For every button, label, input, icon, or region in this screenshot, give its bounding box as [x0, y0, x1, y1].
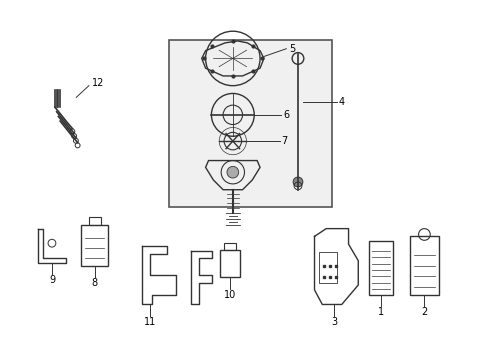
Circle shape — [292, 177, 302, 187]
Bar — [368, 241, 392, 295]
Text: 5: 5 — [288, 44, 295, 54]
FancyBboxPatch shape — [168, 40, 331, 207]
Text: 10: 10 — [224, 290, 236, 300]
Text: 7: 7 — [281, 136, 287, 146]
Text: 2: 2 — [421, 307, 427, 317]
Text: 12: 12 — [92, 78, 104, 88]
Text: 6: 6 — [283, 110, 289, 120]
Bar — [89, 217, 101, 225]
Bar — [319, 252, 336, 283]
Circle shape — [226, 166, 238, 178]
Bar — [224, 243, 235, 250]
Bar — [220, 250, 239, 277]
Text: 9: 9 — [49, 275, 55, 285]
Text: 3: 3 — [330, 317, 336, 327]
Text: 11: 11 — [144, 317, 156, 327]
Text: 4: 4 — [338, 97, 344, 107]
Bar — [81, 225, 108, 266]
Text: 1: 1 — [377, 307, 383, 317]
Bar — [409, 237, 438, 295]
Text: 8: 8 — [91, 278, 98, 288]
